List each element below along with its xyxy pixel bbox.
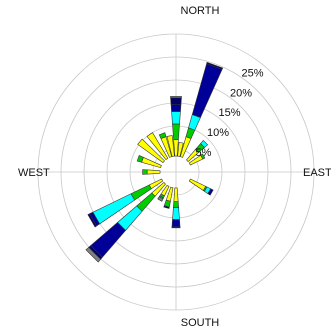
direction-spokes (38, 34, 314, 310)
wind-bar-segment (158, 132, 167, 139)
wind-bar-segment (171, 226, 181, 229)
ring-label: 20% (230, 87, 252, 99)
wind-bar-segment (136, 155, 144, 163)
wind-bar-segment (170, 96, 182, 99)
wind-bars (85, 61, 224, 263)
wind-bar-segment (171, 219, 181, 228)
wind-bar-segment (87, 213, 97, 228)
ring-label: 10% (207, 127, 229, 139)
ring-label: 15% (219, 107, 241, 119)
wind-bar-segment (172, 123, 180, 140)
wind-bar-segment (170, 104, 182, 112)
wind-bar-segment (173, 187, 179, 203)
wind-bar-segment (171, 111, 181, 125)
wind-bar-segment (173, 201, 179, 208)
wind-bar-segment (177, 142, 184, 157)
wind-bar-segment (200, 139, 209, 148)
label-south: SOUTH (181, 317, 220, 329)
wind-bar-segment (137, 138, 165, 164)
wind-bar-segment (207, 188, 214, 196)
wind-bar-segment (142, 169, 148, 175)
label-east: EAST (303, 167, 331, 179)
wind-bar-segment (146, 169, 161, 175)
wind-bar-segment (200, 153, 206, 160)
wind-bar-segment (157, 196, 164, 202)
ring-label: 25% (242, 67, 264, 79)
wind-bar-segment (163, 205, 170, 209)
wind-bar-segment (166, 135, 175, 157)
label-north: NORTH (181, 5, 220, 17)
wind-bar-segment (172, 207, 180, 220)
ring-label: 5% (196, 147, 212, 159)
ring-labels: 5% 10% 15% 20% 25% (196, 67, 264, 159)
wind-bar-segment (85, 246, 102, 263)
wind-bar-segment (206, 61, 224, 70)
label-west: WEST (18, 167, 50, 179)
wind-bar-segment (170, 97, 182, 105)
wind-bar-segment (146, 132, 169, 161)
